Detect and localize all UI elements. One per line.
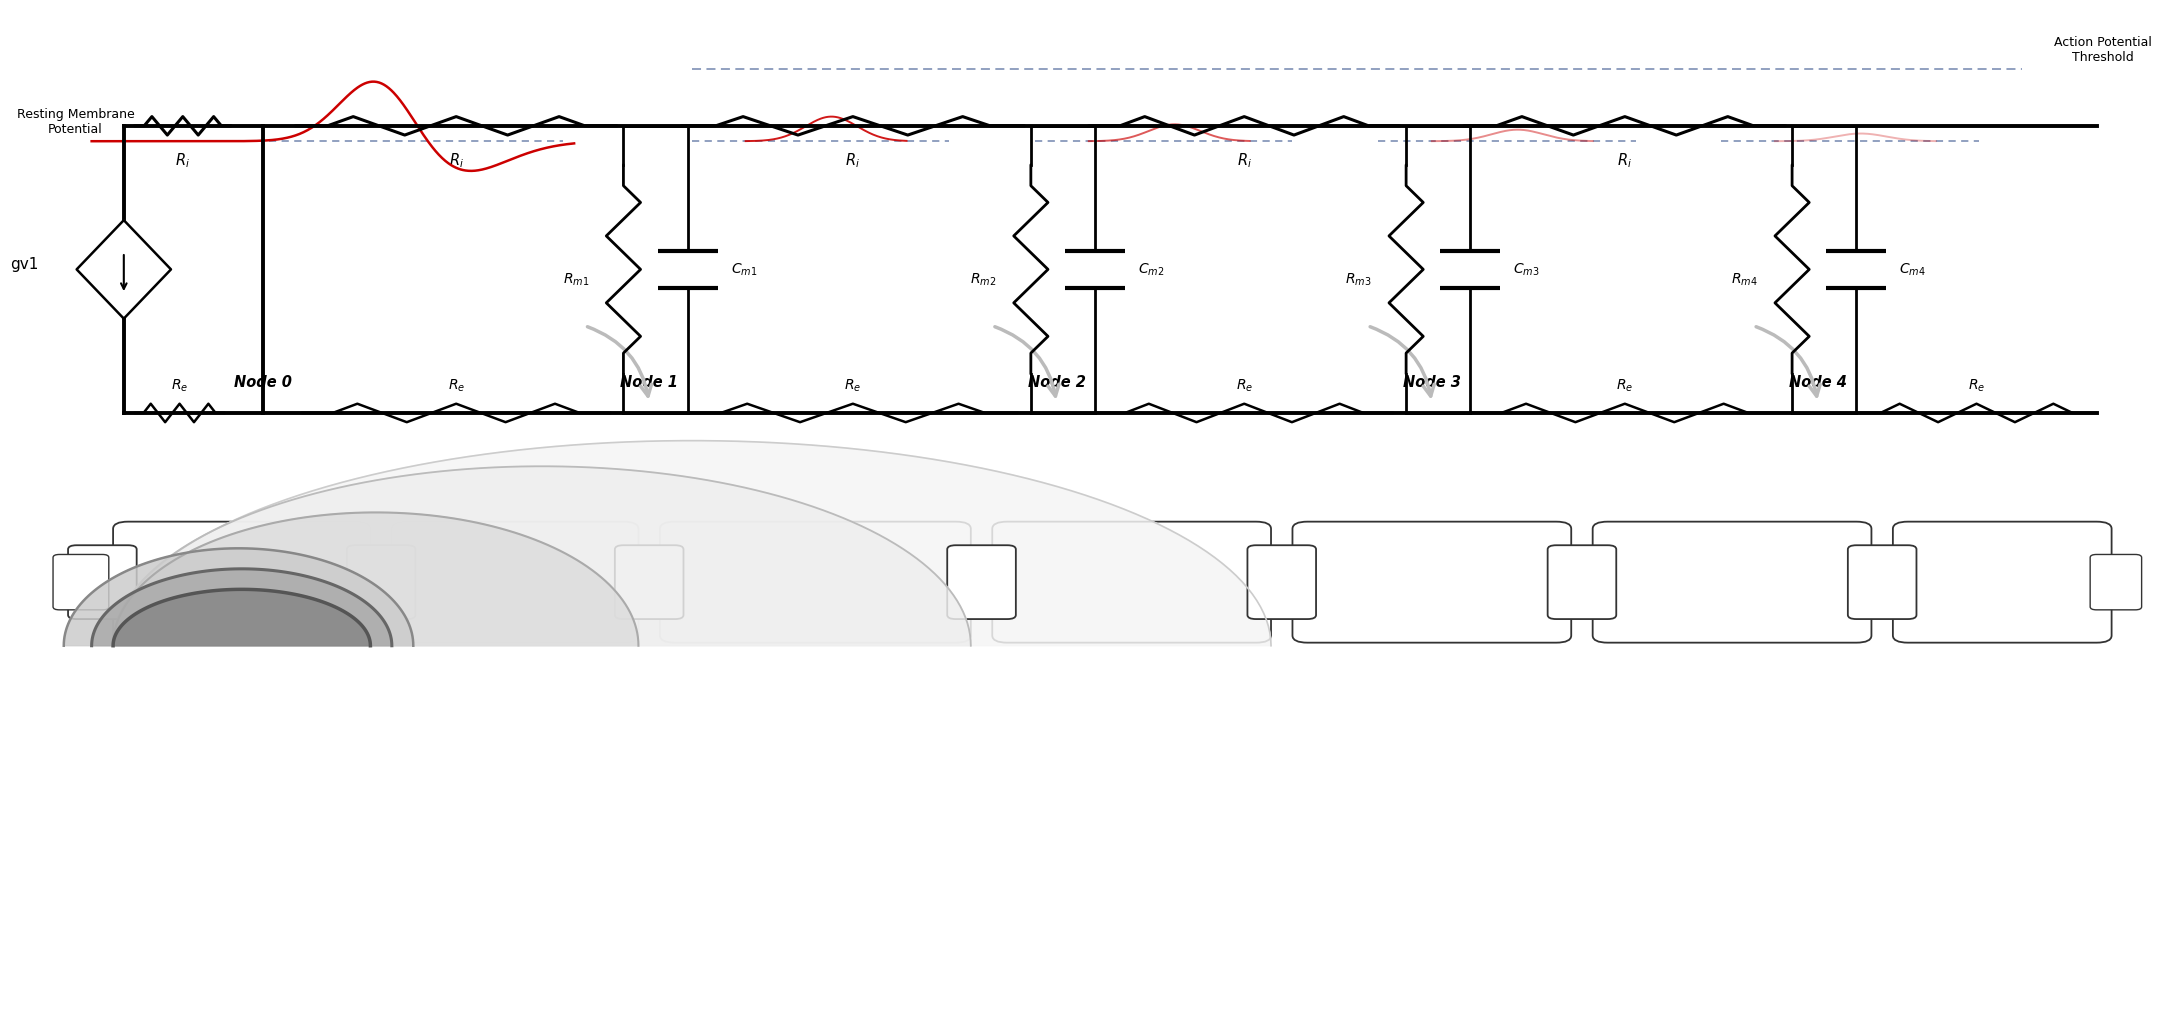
Polygon shape (76, 221, 172, 319)
Text: Action Potential
Threshold: Action Potential Threshold (2053, 36, 2151, 64)
FancyBboxPatch shape (1549, 545, 1616, 619)
Polygon shape (113, 590, 370, 645)
Text: $R_i$: $R_i$ (1238, 152, 1251, 170)
Text: $R_e$: $R_e$ (1968, 378, 1986, 395)
FancyBboxPatch shape (1892, 522, 2112, 642)
FancyBboxPatch shape (1292, 522, 1570, 642)
Text: Node 0: Node 0 (235, 375, 291, 391)
Polygon shape (63, 548, 413, 645)
FancyBboxPatch shape (113, 522, 370, 642)
Text: $R_e$: $R_e$ (1616, 378, 1633, 395)
Text: $C_{m4}$: $C_{m4}$ (1899, 261, 1927, 277)
FancyBboxPatch shape (1849, 545, 1916, 619)
FancyBboxPatch shape (1248, 545, 1316, 619)
Polygon shape (113, 440, 1270, 645)
FancyBboxPatch shape (1592, 522, 1870, 642)
FancyBboxPatch shape (659, 522, 970, 642)
Polygon shape (113, 466, 970, 645)
Text: $R_i$: $R_i$ (846, 152, 861, 170)
Text: $R_i$: $R_i$ (448, 152, 463, 170)
Text: $R_i$: $R_i$ (1618, 152, 1631, 170)
Text: Node 3: Node 3 (1403, 375, 1462, 391)
FancyBboxPatch shape (948, 545, 1016, 619)
Text: Node 2: Node 2 (1027, 375, 1085, 391)
Text: $R_{m2}$: $R_{m2}$ (970, 271, 996, 288)
FancyBboxPatch shape (616, 545, 683, 619)
Text: Resting Membrane
Potential: Resting Membrane Potential (17, 108, 135, 136)
FancyBboxPatch shape (392, 522, 639, 642)
Polygon shape (113, 512, 639, 645)
Text: $C_{m3}$: $C_{m3}$ (1514, 261, 1540, 277)
FancyBboxPatch shape (346, 545, 415, 619)
Text: $R_e$: $R_e$ (844, 378, 861, 395)
Text: $R_{m3}$: $R_{m3}$ (1346, 271, 1372, 288)
Text: $R_e$: $R_e$ (448, 378, 465, 395)
FancyBboxPatch shape (2090, 555, 2142, 610)
Text: $R_{m1}$: $R_{m1}$ (563, 271, 589, 288)
Text: $R_i$: $R_i$ (176, 152, 189, 170)
FancyBboxPatch shape (67, 545, 137, 619)
Text: $C_{m1}$: $C_{m1}$ (731, 261, 757, 277)
Text: $R_e$: $R_e$ (172, 378, 189, 395)
Text: $C_{m2}$: $C_{m2}$ (1138, 261, 1164, 277)
Text: Node 4: Node 4 (1788, 375, 1847, 391)
Text: gv1: gv1 (9, 257, 37, 272)
Text: $R_{m4}$: $R_{m4}$ (1731, 271, 1757, 288)
Polygon shape (91, 569, 392, 645)
Text: Node 1: Node 1 (620, 375, 679, 391)
FancyBboxPatch shape (992, 522, 1270, 642)
FancyBboxPatch shape (52, 555, 109, 610)
Text: $R_e$: $R_e$ (1235, 378, 1253, 395)
